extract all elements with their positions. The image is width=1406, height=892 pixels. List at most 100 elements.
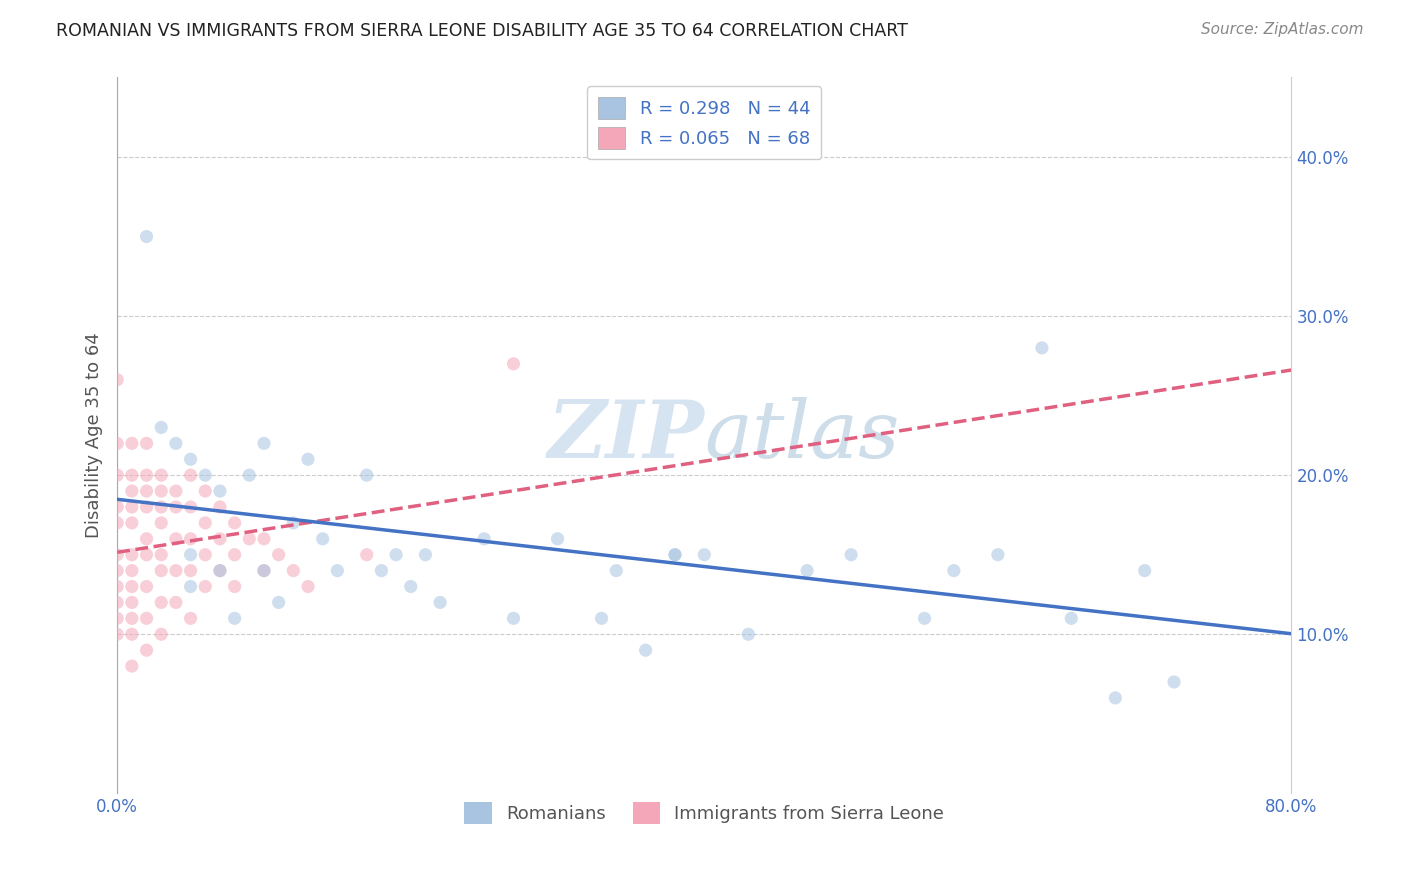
Point <box>238 532 260 546</box>
Point <box>150 516 173 530</box>
Text: atlas: atlas <box>704 397 900 475</box>
Point <box>267 595 290 609</box>
Point <box>664 548 686 562</box>
Point <box>547 532 569 546</box>
Point <box>180 580 202 594</box>
Point <box>283 564 305 578</box>
Point <box>150 595 173 609</box>
Point <box>208 532 231 546</box>
Point <box>224 580 246 594</box>
Point <box>253 436 276 450</box>
Point <box>194 468 217 483</box>
Point <box>135 484 157 499</box>
Point <box>1060 611 1083 625</box>
Point <box>121 500 143 514</box>
Legend: Romanians, Immigrants from Sierra Leone: Romanians, Immigrants from Sierra Leone <box>454 790 955 834</box>
Point <box>105 611 128 625</box>
Point <box>253 532 276 546</box>
Point <box>253 564 276 578</box>
Point <box>502 611 524 625</box>
Point <box>105 595 128 609</box>
Point <box>180 500 202 514</box>
Point <box>121 516 143 530</box>
Point <box>105 548 128 562</box>
Point <box>839 548 862 562</box>
Point <box>796 564 818 578</box>
Point <box>591 611 613 625</box>
Point <box>208 500 231 514</box>
Point <box>135 611 157 625</box>
Point <box>121 436 143 450</box>
Point <box>121 484 143 499</box>
Point <box>165 532 187 546</box>
Point <box>502 357 524 371</box>
Point <box>370 564 392 578</box>
Point <box>165 564 187 578</box>
Point <box>224 548 246 562</box>
Point <box>121 564 143 578</box>
Point <box>194 484 217 499</box>
Point <box>326 564 349 578</box>
Point <box>399 580 422 594</box>
Point <box>180 548 202 562</box>
Point <box>429 595 451 609</box>
Text: ZIP: ZIP <box>547 397 704 475</box>
Point <box>165 595 187 609</box>
Point <box>121 468 143 483</box>
Point <box>135 643 157 657</box>
Point <box>312 532 335 546</box>
Point <box>1104 690 1126 705</box>
Point <box>385 548 408 562</box>
Point <box>238 468 260 483</box>
Point <box>297 452 319 467</box>
Point <box>121 580 143 594</box>
Point <box>135 229 157 244</box>
Point <box>150 627 173 641</box>
Point <box>150 468 173 483</box>
Point <box>253 564 276 578</box>
Point <box>180 452 202 467</box>
Point <box>208 484 231 499</box>
Point <box>165 436 187 450</box>
Point <box>180 564 202 578</box>
Point <box>135 500 157 514</box>
Point <box>135 532 157 546</box>
Point <box>105 468 128 483</box>
Point <box>224 611 246 625</box>
Point <box>224 516 246 530</box>
Point <box>356 468 378 483</box>
Point <box>121 595 143 609</box>
Point <box>105 373 128 387</box>
Point <box>194 516 217 530</box>
Point <box>267 548 290 562</box>
Point <box>150 420 173 434</box>
Point <box>135 548 157 562</box>
Point <box>914 611 936 625</box>
Text: ROMANIAN VS IMMIGRANTS FROM SIERRA LEONE DISABILITY AGE 35 TO 64 CORRELATION CHA: ROMANIAN VS IMMIGRANTS FROM SIERRA LEONE… <box>56 22 908 40</box>
Point <box>105 564 128 578</box>
Point <box>180 532 202 546</box>
Point <box>942 564 965 578</box>
Point <box>415 548 437 562</box>
Point <box>1031 341 1053 355</box>
Point <box>105 436 128 450</box>
Point <box>1133 564 1156 578</box>
Point <box>150 564 173 578</box>
Point <box>208 564 231 578</box>
Point <box>165 500 187 514</box>
Point <box>121 627 143 641</box>
Point <box>121 659 143 673</box>
Text: Source: ZipAtlas.com: Source: ZipAtlas.com <box>1201 22 1364 37</box>
Point <box>737 627 759 641</box>
Point <box>693 548 716 562</box>
Point <box>1163 675 1185 690</box>
Point <box>121 548 143 562</box>
Point <box>150 548 173 562</box>
Point <box>472 532 495 546</box>
Point <box>605 564 627 578</box>
Point <box>105 580 128 594</box>
Point <box>135 468 157 483</box>
Point <box>664 548 686 562</box>
Point <box>180 611 202 625</box>
Point <box>105 516 128 530</box>
